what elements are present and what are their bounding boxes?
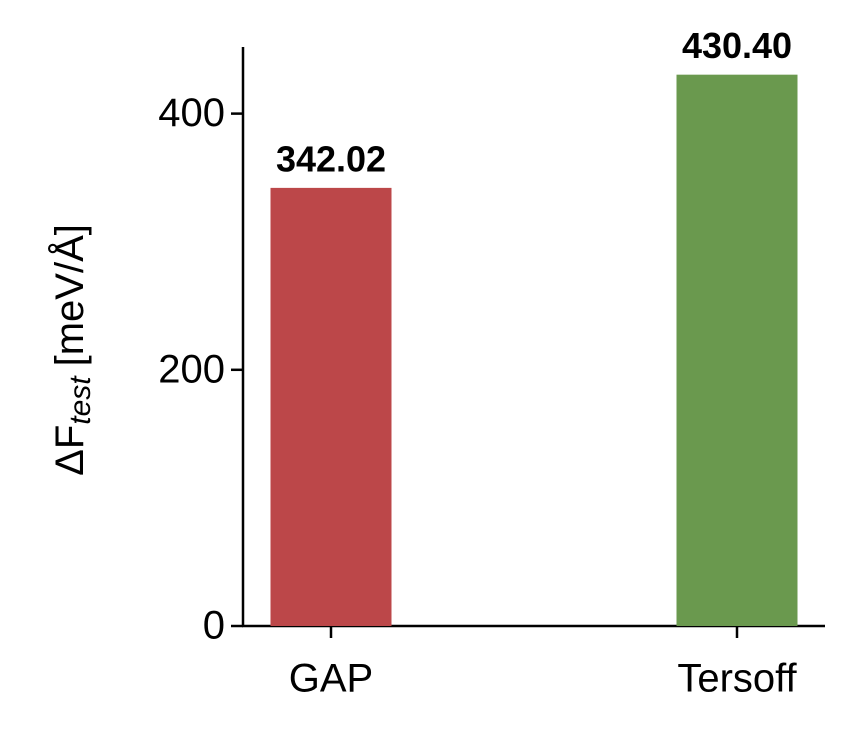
x-tick-label: GAP xyxy=(289,657,373,701)
y-label-subscript: test xyxy=(64,375,97,425)
value-label: 342.02 xyxy=(276,138,386,179)
y-label-main: ΔF xyxy=(48,425,92,476)
bar xyxy=(270,187,392,626)
y-tick-label: 200 xyxy=(158,347,225,391)
y-label-unit: [meV/Å] xyxy=(47,224,92,366)
y-tick-label: 0 xyxy=(203,604,225,648)
x-tick-label: Tersoff xyxy=(677,657,797,701)
y-axis-label: ΔFtest [meV/Å] xyxy=(47,224,97,476)
bar xyxy=(676,74,798,627)
y-tick-label: 400 xyxy=(158,91,225,135)
value-label: 430.40 xyxy=(682,25,792,66)
